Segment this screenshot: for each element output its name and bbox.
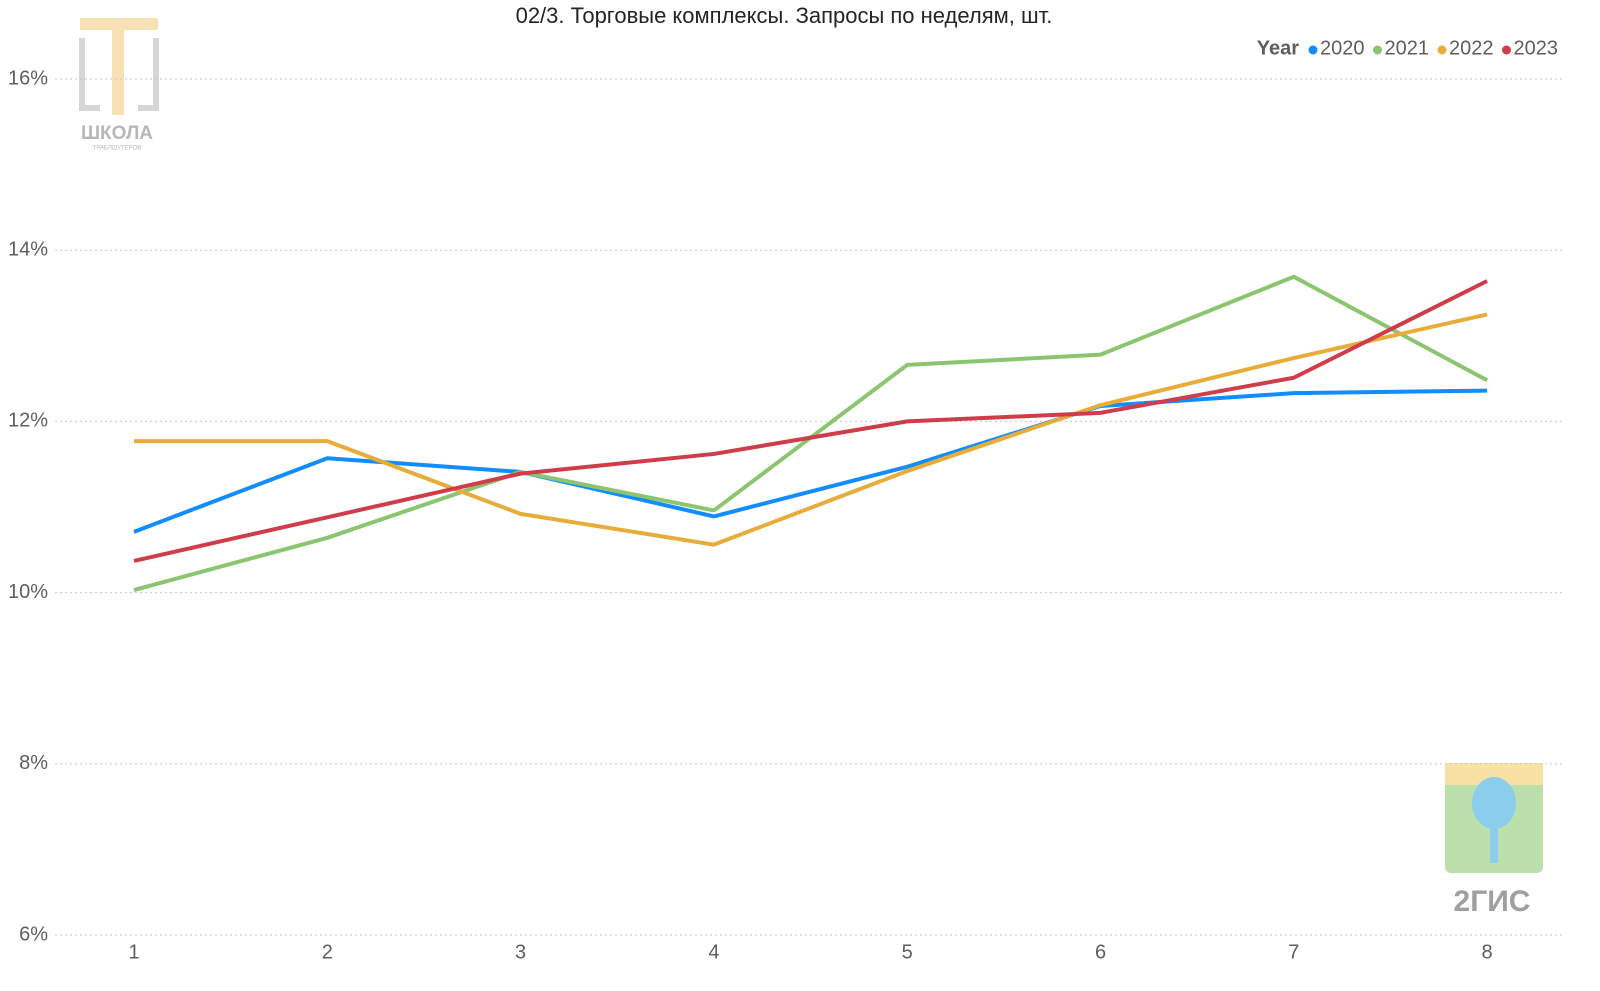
logo-text: ШКОЛА: [81, 123, 153, 144]
x-tick-label: 3: [515, 941, 526, 963]
legend-title: Year: [1257, 37, 1299, 59]
y-tick-label: 16%: [8, 67, 48, 89]
gis-logo: 2ГИС: [1445, 763, 1543, 918]
legend-marker: [1437, 45, 1447, 55]
x-tick-label: 2: [322, 941, 333, 963]
x-tick-label: 5: [902, 941, 913, 963]
series-line: [133, 274, 1489, 592]
chart-title: 02/3. Торговые комплексы. Запросы по нед…: [516, 3, 1053, 28]
legend-marker: [1308, 45, 1318, 55]
legend-marker: [1373, 45, 1382, 55]
legend-label: 2022: [1449, 37, 1494, 59]
series-line: [134, 312, 1488, 547]
y-tick-label: 14%: [8, 238, 48, 260]
x-tick-label: 1: [128, 941, 139, 963]
legend-label: 2023: [1514, 37, 1559, 59]
x-tick-label: 6: [1095, 941, 1106, 963]
logo-text: 2ГИС: [1454, 885, 1531, 918]
y-tick-label: 12%: [8, 410, 48, 432]
y-tick-label: 10%: [8, 581, 48, 603]
legend-label: 2021: [1385, 37, 1430, 59]
legend: Year 2020 2021 2022 2023: [1257, 37, 1558, 59]
legend-label: 2020: [1320, 37, 1365, 59]
legend-marker: [1502, 45, 1511, 55]
logo-subtext: ТРАБЛШУТЕРОВ: [93, 146, 142, 152]
x-tick-label: 8: [1482, 941, 1493, 963]
x-tick-label: 7: [1288, 941, 1299, 963]
school-logo: ШКОЛА ТРАБЛШУТЕРОВ: [79, 18, 159, 152]
series-line: [133, 279, 1488, 563]
x-tick-label: 4: [708, 941, 719, 963]
y-tick-label: 8%: [19, 752, 48, 774]
y-tick-label: 6%: [19, 923, 48, 945]
series-line: [133, 388, 1488, 534]
